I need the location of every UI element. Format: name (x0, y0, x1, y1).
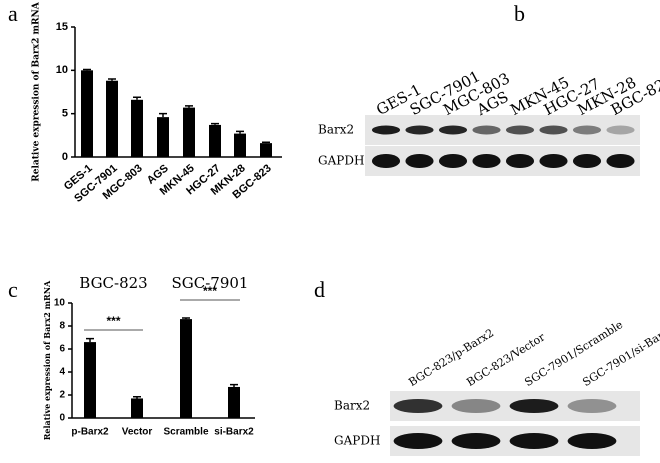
blot-row-label: GAPDH (334, 434, 380, 448)
blot-band (572, 125, 602, 135)
blot-band (405, 154, 434, 168)
group-label: SGC-7901 (172, 274, 249, 292)
bar (209, 124, 221, 157)
blot-row-label: Barx2 (334, 399, 370, 413)
x-tick-label: Vector (122, 427, 153, 438)
bar (228, 386, 240, 418)
bar (180, 319, 192, 418)
y-axis-label: Relative expression of Barx2 mRNA (42, 280, 52, 440)
bar (106, 80, 118, 157)
bar (260, 143, 272, 157)
y-tick-label: 2 (59, 390, 65, 401)
blot-band (451, 433, 501, 449)
blot-band (405, 125, 434, 135)
blot-band (539, 154, 568, 168)
x-tick-label: p-Barx2 (71, 427, 109, 438)
blot-band (371, 125, 401, 135)
blot-band (606, 125, 635, 135)
panel-letter: d (314, 277, 325, 302)
blot-band (567, 399, 617, 413)
error-bar (236, 130, 244, 134)
blot-band (393, 399, 443, 413)
blot-band (606, 154, 635, 168)
blot-band (472, 125, 501, 135)
bar (131, 99, 143, 157)
x-tick-label: Scramble (163, 427, 208, 438)
blot-band (539, 125, 568, 135)
y-tick-label: 5 (62, 108, 68, 120)
bar (81, 70, 93, 157)
blot-band (505, 154, 535, 168)
error-bar (262, 141, 270, 144)
error-bar (133, 395, 141, 399)
error-bar (182, 317, 190, 320)
blot-band (438, 125, 468, 135)
y-tick-label: 6 (59, 344, 65, 355)
significance-label: *** (106, 314, 120, 328)
x-tick-label: si-Barx2 (214, 427, 254, 438)
y-tick-label: 15 (56, 21, 68, 33)
error-bar (159, 112, 167, 118)
group-label: BGC-823 (79, 274, 147, 292)
y-axis-label: Relative expression of Barx2 mRNA (32, 1, 42, 181)
blot-band (567, 433, 617, 449)
blot-row-label: Barx2 (318, 123, 354, 137)
significance-label: *** (203, 284, 217, 298)
blot-band (472, 154, 501, 168)
blot-band (451, 399, 501, 413)
blot-band (505, 125, 535, 135)
error-bar (185, 105, 193, 108)
panel-letter: b (514, 1, 525, 26)
bar (234, 133, 246, 157)
y-tick-label: 4 (59, 367, 65, 378)
error-bar (108, 78, 116, 81)
panel-letter: c (8, 277, 18, 302)
error-bar (211, 122, 219, 125)
panel-letter: a (8, 1, 18, 26)
y-tick-label: 8 (59, 321, 65, 332)
blot-band (509, 433, 559, 449)
error-bar (230, 383, 238, 387)
error-bar (86, 337, 94, 343)
bar (84, 342, 96, 418)
error-bar (83, 68, 91, 71)
blot-band (572, 154, 602, 168)
bar (183, 107, 195, 157)
blot-band (509, 399, 559, 413)
y-tick-label: 10 (56, 64, 68, 76)
y-tick-label: 0 (62, 151, 68, 163)
error-bar (133, 96, 141, 100)
y-tick-label: 0 (59, 413, 65, 424)
y-tick-label: 10 (54, 298, 66, 309)
blot-band (438, 154, 468, 168)
blot-band (371, 154, 401, 168)
blot-row-label: GAPDH (318, 154, 364, 168)
bar (157, 117, 169, 157)
blot-band (393, 433, 443, 449)
bar (131, 398, 143, 418)
